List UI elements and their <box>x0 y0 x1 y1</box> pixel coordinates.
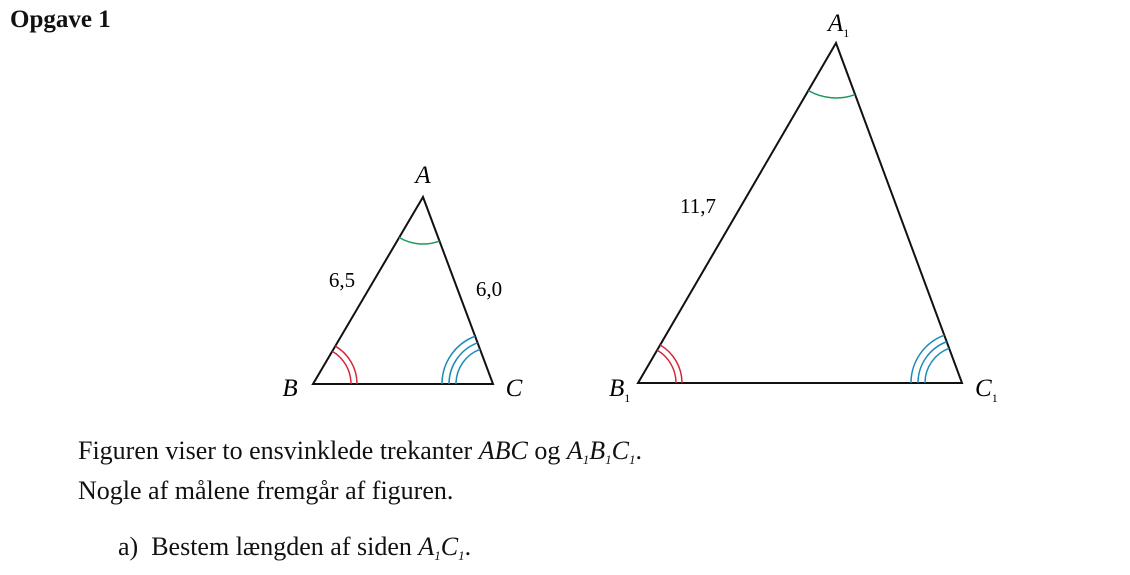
angle-arc <box>334 345 358 385</box>
angle-arc <box>441 335 476 385</box>
text: . <box>464 532 472 561</box>
subscript: 1 <box>434 548 441 563</box>
letter: B <box>589 436 606 465</box>
angle-arc <box>924 347 950 384</box>
angle-arcs <box>331 89 950 385</box>
side-label: 6,5 <box>329 268 355 292</box>
side-label: 11,7 <box>680 194 716 218</box>
sentence: Nogle af målene fremgår af figuren. <box>78 476 454 505</box>
letter: A <box>566 436 583 465</box>
vertex-label: A <box>413 162 431 189</box>
subscript: 1 <box>582 452 590 467</box>
vertex-label: B1 <box>609 375 630 405</box>
vertex-label: B <box>282 375 297 402</box>
angle-arc <box>331 350 352 385</box>
subscript: 1 <box>628 452 636 467</box>
angle-arc <box>917 341 947 384</box>
letter: A <box>826 10 844 37</box>
angle-arc <box>448 342 478 385</box>
subscript: 1 <box>605 452 612 467</box>
side-label: 6,0 <box>476 277 502 301</box>
subscript: 1 <box>992 391 998 405</box>
triangle-a1b1c1 <box>636 40 964 384</box>
sentence: Figuren viser to ensvinklede trekanter A… <box>78 436 642 468</box>
question-label: a) <box>118 532 139 561</box>
letter: B <box>609 375 624 402</box>
question: a) Bestem længden af siden A1C1. <box>118 532 471 564</box>
text: . <box>635 436 642 465</box>
angle-arc <box>455 348 481 385</box>
letter: C <box>611 436 629 465</box>
vertex-label: C <box>506 375 523 402</box>
letter: C <box>440 532 459 561</box>
angle-arc <box>398 236 440 245</box>
subscript: 1 <box>843 26 849 40</box>
vertex-label: A1 <box>826 10 849 40</box>
angle-arc <box>659 344 683 384</box>
subscript: 1 <box>458 548 465 563</box>
subscript: 1 <box>624 391 630 405</box>
math: ABC <box>478 436 528 465</box>
text: og <box>534 436 561 465</box>
triangle-abc <box>311 194 495 385</box>
text: Bestem længden af siden <box>151 532 412 561</box>
math: A1B1C1 <box>566 436 636 467</box>
title: Opgave 1 <box>10 6 111 33</box>
angle-arc <box>656 349 677 384</box>
text: Figuren viser to ensvinklede trekanter <box>78 436 473 465</box>
math: A1C1 <box>418 532 465 563</box>
letter: A <box>418 532 435 561</box>
vertex-label: C1 <box>975 375 998 405</box>
letter: C <box>975 375 992 402</box>
angle-arc <box>807 89 856 99</box>
angle-arc <box>910 334 945 384</box>
